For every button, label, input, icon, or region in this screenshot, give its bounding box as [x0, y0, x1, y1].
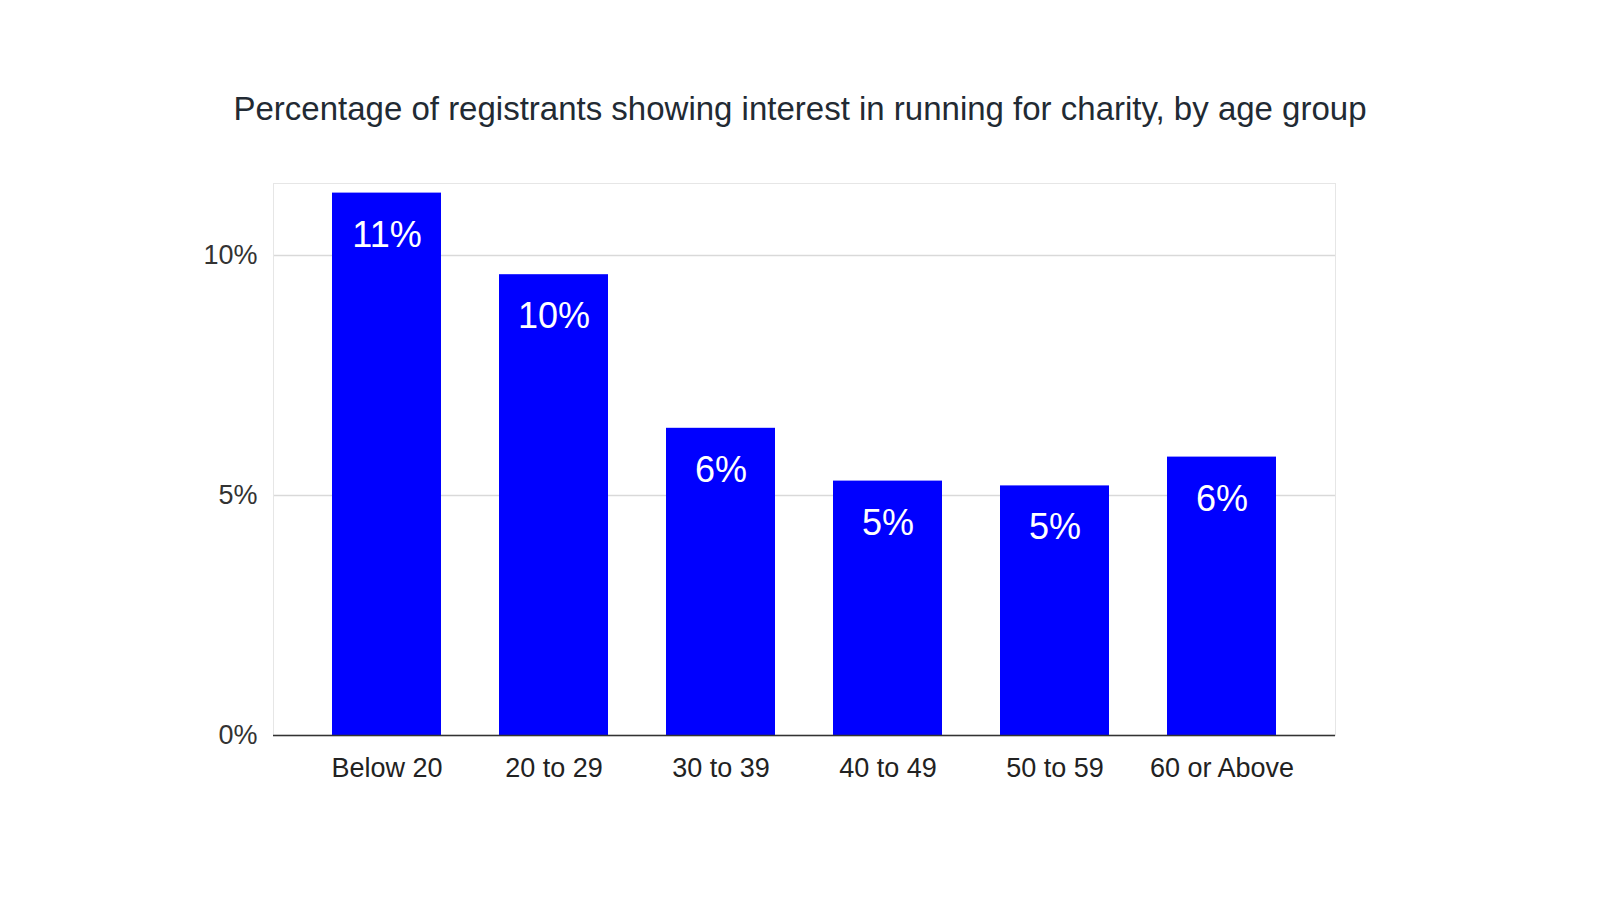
svg-text:Below 20: Below 20: [331, 753, 442, 783]
svg-text:0%: 0%: [218, 720, 257, 750]
svg-text:50 to 59: 50 to 59: [1006, 753, 1104, 783]
html-text:Percentage of registrants show: Percentage of registrants showing intere…: [233, 90, 1367, 127]
svg-text:40 to 49: 40 to 49: [839, 753, 937, 783]
svg-text:5%: 5%: [862, 502, 914, 543]
svg-text:10%: 10%: [518, 295, 590, 336]
svg-text:5%: 5%: [1029, 506, 1081, 547]
svg-text:11%: 11%: [352, 214, 421, 255]
svg-text:6%: 6%: [695, 449, 747, 490]
svg-text:5%: 5%: [218, 480, 257, 510]
svg-text:20 to 29: 20 to 29: [505, 753, 603, 783]
svg-text:60 or Above: 60 or Above: [1150, 753, 1294, 783]
svg-text:10%: 10%: [203, 240, 257, 270]
svg-text:6%: 6%: [1196, 478, 1248, 519]
svg-text:30 to 39: 30 to 39: [672, 753, 770, 783]
